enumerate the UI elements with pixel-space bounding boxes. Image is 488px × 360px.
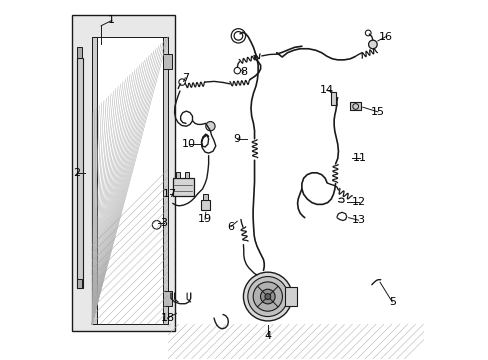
Circle shape [205,122,215,131]
Circle shape [264,294,270,300]
Bar [163,37,168,324]
Text: 11: 11 [352,153,366,163]
Text: 4: 4 [264,331,271,341]
Bar [77,58,83,288]
Text: 16: 16 [378,32,392,41]
Text: 15: 15 [370,107,384,117]
Bar [92,37,168,324]
Text: 6: 6 [227,222,234,231]
Text: 5: 5 [388,297,395,307]
Bar [201,200,209,211]
Text: 18: 18 [160,313,174,323]
Circle shape [368,40,376,49]
Text: 10: 10 [182,139,196,149]
Bar [176,172,180,178]
Bar [163,54,172,69]
Circle shape [247,276,287,316]
Bar [172,178,193,196]
Text: 7: 7 [182,73,188,83]
Bar [202,194,207,200]
Bar [77,279,82,288]
Text: 2: 2 [73,168,80,178]
Text: 17: 17 [163,189,177,199]
Bar [77,47,82,58]
Bar [163,291,172,306]
Text: 1: 1 [108,15,115,26]
Text: 19: 19 [198,215,212,224]
Text: 14: 14 [319,85,333,95]
Text: 3: 3 [160,218,167,228]
Bar [92,37,97,324]
Text: 12: 12 [351,197,365,207]
Text: 9: 9 [233,134,240,144]
Circle shape [260,289,275,304]
Circle shape [243,272,292,321]
Text: 8: 8 [240,67,247,77]
Bar [184,172,189,178]
Text: 13: 13 [351,215,365,225]
Bar [285,287,297,306]
Circle shape [253,282,282,311]
Bar [349,102,360,110]
Bar [72,15,174,330]
Bar [330,92,336,105]
